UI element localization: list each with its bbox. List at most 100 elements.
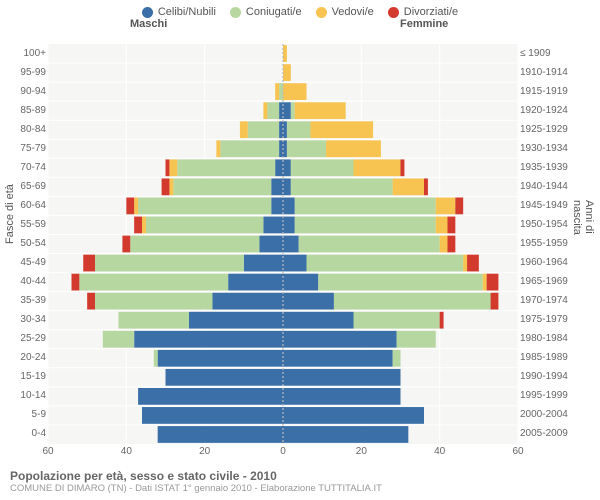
bar-segment bbox=[283, 198, 295, 215]
age-label: 40-44 bbox=[0, 277, 46, 287]
birth-label: 1930-1934 bbox=[520, 144, 598, 154]
bar-segment bbox=[287, 121, 311, 138]
bar-segment bbox=[134, 217, 142, 234]
legend-item: Vedovi/e bbox=[316, 6, 374, 18]
bar-segment bbox=[162, 178, 170, 195]
legend-label: Divorziati/e bbox=[404, 6, 458, 18]
birth-label: 1975-1979 bbox=[520, 315, 598, 325]
legend-swatch bbox=[142, 7, 153, 18]
bar-segment bbox=[291, 178, 393, 195]
bar-segment bbox=[354, 159, 401, 176]
bar-segment bbox=[326, 140, 381, 157]
age-label: 70-74 bbox=[0, 163, 46, 173]
bar-segment bbox=[291, 102, 295, 119]
birth-label: 1995-1999 bbox=[520, 391, 598, 401]
birth-label: 1910-1914 bbox=[520, 68, 598, 78]
x-axis-ticks: 6040200204060 bbox=[48, 446, 518, 460]
bar-segment bbox=[436, 217, 448, 234]
bar-segment bbox=[275, 159, 283, 176]
age-label: 0-4 bbox=[0, 429, 46, 439]
population-pyramid-chart: Celibi/NubiliConiugati/eVedovi/eDivorzia… bbox=[0, 0, 600, 500]
bar-segment bbox=[138, 198, 271, 215]
bar-segment bbox=[295, 102, 346, 119]
legend-swatch bbox=[388, 7, 399, 18]
bar-segment bbox=[307, 255, 464, 272]
age-label: 90-94 bbox=[0, 87, 46, 97]
birth-label: ≤ 1909 bbox=[520, 49, 598, 59]
bar-segment bbox=[448, 236, 456, 253]
age-label: 80-84 bbox=[0, 125, 46, 135]
bar-segment bbox=[283, 274, 318, 291]
birth-label: 1940-1944 bbox=[520, 182, 598, 192]
bar-segment bbox=[401, 159, 405, 176]
bar-segment bbox=[424, 178, 428, 195]
bar-segment bbox=[220, 140, 279, 157]
bar-segment bbox=[397, 331, 436, 348]
bar-segment bbox=[169, 159, 177, 176]
age-tick-labels: 100+95-9990-9485-8980-8475-7970-7465-696… bbox=[0, 44, 46, 444]
bar-segment bbox=[393, 350, 401, 367]
birth-label: 1950-1954 bbox=[520, 220, 598, 230]
bar-segment bbox=[267, 102, 279, 119]
bar-segment bbox=[134, 198, 138, 215]
age-label: 15-19 bbox=[0, 372, 46, 382]
birth-label: 1955-1959 bbox=[520, 239, 598, 249]
bar-segment bbox=[146, 217, 264, 234]
bar-segment bbox=[122, 236, 130, 253]
birth-label: 1920-1924 bbox=[520, 106, 598, 116]
bar-segment bbox=[318, 274, 483, 291]
age-label: 60-64 bbox=[0, 201, 46, 211]
bar-segment bbox=[173, 178, 271, 195]
bar-segment bbox=[299, 236, 440, 253]
bar-segment bbox=[142, 407, 283, 424]
bar-segment bbox=[287, 140, 326, 157]
bar-segment bbox=[283, 293, 334, 310]
age-label: 100+ bbox=[0, 49, 46, 59]
bar-segment bbox=[271, 198, 283, 215]
legend-label: Coniugati/e bbox=[246, 6, 302, 18]
bar-segment bbox=[240, 121, 248, 138]
bar-segment bbox=[119, 312, 190, 329]
bar-segment bbox=[263, 102, 267, 119]
bar-segment bbox=[166, 369, 284, 386]
age-label: 85-89 bbox=[0, 106, 46, 116]
bar-segment bbox=[463, 255, 467, 272]
bar-segment bbox=[283, 159, 291, 176]
bar-segment bbox=[283, 83, 307, 100]
bar-segment bbox=[295, 198, 436, 215]
age-label: 30-34 bbox=[0, 315, 46, 325]
bar-segment bbox=[483, 274, 487, 291]
age-label: 65-69 bbox=[0, 182, 46, 192]
bar-segment bbox=[283, 350, 393, 367]
bar-segment bbox=[295, 217, 436, 234]
bar-segment bbox=[95, 293, 213, 310]
legend: Celibi/NubiliConiugati/eVedovi/eDivorzia… bbox=[0, 0, 600, 18]
bar-segment bbox=[283, 102, 291, 119]
bar-segment bbox=[467, 255, 479, 272]
bar-segment bbox=[393, 178, 424, 195]
bar-segment bbox=[138, 388, 283, 405]
chart-title: Popolazione per età, sesso e stato civil… bbox=[10, 469, 382, 483]
bar-segment bbox=[95, 255, 244, 272]
bar-segment bbox=[166, 159, 170, 176]
bar-segment bbox=[87, 293, 95, 310]
bar-segment bbox=[79, 274, 228, 291]
age-label: 75-79 bbox=[0, 144, 46, 154]
chart-subtitle: COMUNE DI DIMARO (TN) - Dati ISTAT 1° ge… bbox=[10, 483, 382, 494]
bar-segment bbox=[440, 312, 444, 329]
birth-label: 1960-1964 bbox=[520, 258, 598, 268]
x-tick-label: 60 bbox=[512, 446, 523, 457]
bar-segment bbox=[216, 140, 220, 157]
bar-segment bbox=[283, 236, 299, 253]
birth-label: 1980-1984 bbox=[520, 334, 598, 344]
female-header: Femmine bbox=[400, 18, 448, 30]
x-tick-label: 60 bbox=[42, 446, 53, 457]
chart-footer: Popolazione per età, sesso e stato civil… bbox=[10, 469, 382, 494]
bar-segment bbox=[291, 159, 354, 176]
legend-swatch bbox=[230, 7, 241, 18]
legend-item: Divorziati/e bbox=[388, 6, 458, 18]
age-label: 50-54 bbox=[0, 239, 46, 249]
bar-segment bbox=[491, 293, 499, 310]
bar-segment bbox=[263, 217, 283, 234]
bar-segment bbox=[283, 64, 291, 81]
